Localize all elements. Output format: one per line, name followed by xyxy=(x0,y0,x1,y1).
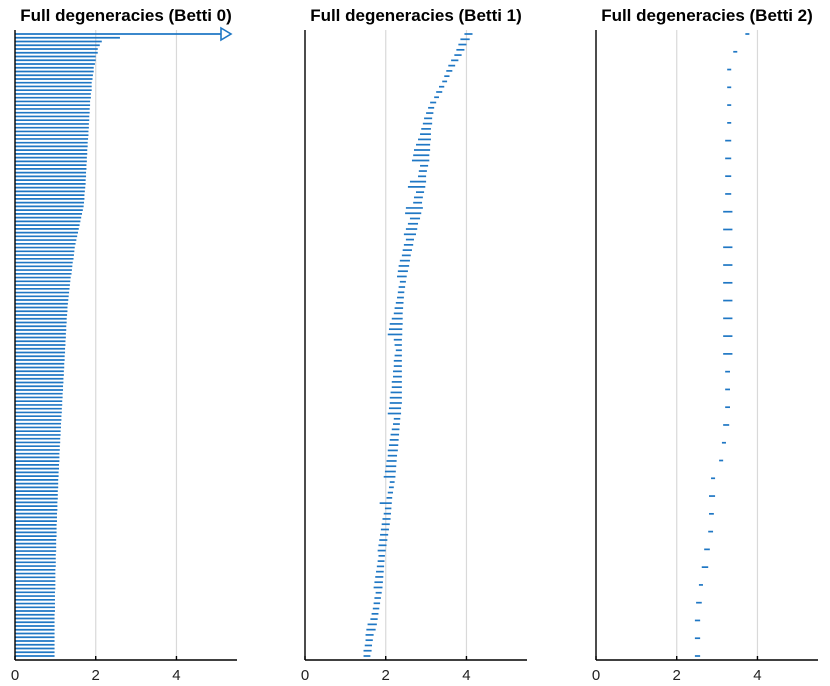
barcode-panel-betti-2: Full degeneracies (Betti 2) 0 2 4 xyxy=(592,6,818,684)
x-tick-label: 4 xyxy=(172,667,180,684)
x-tick-label: 2 xyxy=(92,667,100,684)
chart-title: Full degeneracies (Betti 1) xyxy=(310,6,522,25)
infinity-arrow-icon xyxy=(220,26,233,42)
x-tick-label: 0 xyxy=(592,667,600,684)
barcode-panel-betti-0: Full degeneracies (Betti 0) 0 2 4 xyxy=(11,6,237,684)
chart-title: Full degeneracies (Betti 2) xyxy=(601,6,813,25)
x-tick-label: 4 xyxy=(753,667,761,684)
barcode-panel-betti-1: Full degeneracies (Betti 1) 0 2 4 xyxy=(301,6,527,684)
x-tick-label: 4 xyxy=(462,667,470,684)
x-tick-label: 2 xyxy=(673,667,681,684)
x-tick-label: 2 xyxy=(382,667,390,684)
x-tick-label: 0 xyxy=(11,667,19,684)
chart-title: Full degeneracies (Betti 0) xyxy=(20,6,232,25)
x-tick-label: 0 xyxy=(301,667,309,684)
